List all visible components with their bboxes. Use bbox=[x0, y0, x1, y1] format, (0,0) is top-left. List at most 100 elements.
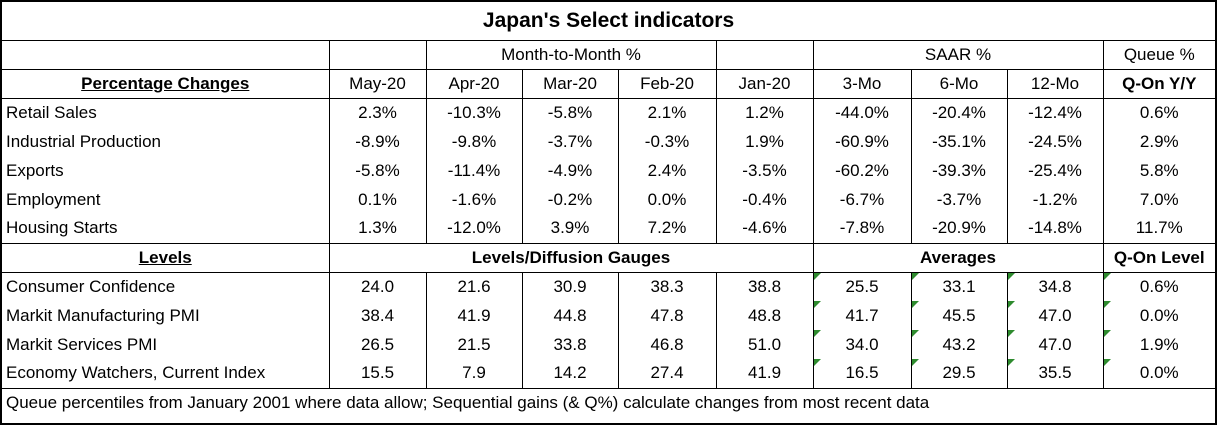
data-row: Retail Sales 2.3% -10.3% -5.8% 2.1% 1.2% -44.0… bbox=[2, 98, 1216, 127]
value-cell: 2.1% bbox=[617, 98, 716, 127]
value-cell: -3.5% bbox=[715, 156, 813, 185]
value-cell: -24.5% bbox=[1006, 127, 1103, 156]
value-cell: 43.2 bbox=[910, 330, 1007, 359]
value-cell: 35.5 bbox=[1006, 359, 1103, 388]
value-cell: -60.2% bbox=[812, 156, 911, 185]
value-cell: -12.4% bbox=[1006, 98, 1103, 127]
value-cell: 16.5 bbox=[812, 359, 911, 388]
comment-marker bbox=[912, 330, 919, 337]
value-cell: 7.9 bbox=[425, 359, 522, 388]
row-label: Exports bbox=[6, 160, 64, 180]
levels-header-row: Levels Levels/Diffusion Gauges Averages Q-O… bbox=[2, 242, 1216, 273]
value-cell: -6.7% bbox=[812, 185, 911, 214]
comment-marker bbox=[1104, 301, 1111, 308]
value-cell: -1.2% bbox=[1006, 185, 1103, 214]
value-cell: -39.3% bbox=[910, 156, 1007, 185]
row-label: Economy Watchers, Current Index bbox=[6, 363, 266, 383]
value-cell: 25.5 bbox=[812, 272, 911, 301]
comment-marker bbox=[912, 272, 919, 280]
value-cell: -5.8% bbox=[521, 98, 618, 127]
value-cell: 44.8 bbox=[521, 301, 618, 330]
value-cell: 1.9% bbox=[1102, 330, 1216, 359]
value-cell: 51.0 bbox=[715, 330, 813, 359]
value-cell: -7.8% bbox=[812, 214, 911, 243]
value-cell: -9.8% bbox=[425, 127, 522, 156]
value-cell: -10.3% bbox=[425, 98, 522, 127]
value-cell: -3.7% bbox=[521, 127, 618, 156]
averages-header: Averages bbox=[812, 242, 1103, 273]
column-header: 12-Mo bbox=[1006, 69, 1103, 99]
value-cell: 34.8 bbox=[1006, 272, 1103, 301]
value-cell: -0.2% bbox=[521, 185, 618, 214]
value-cell: -20.4% bbox=[910, 98, 1007, 127]
value-cell: 5.8% bbox=[1102, 156, 1216, 185]
row-label: Housing Starts bbox=[6, 218, 118, 238]
indicator-table: Japan's Select indicators Month-to-Month… bbox=[2, 2, 1216, 418]
column-header: May-20 bbox=[328, 69, 426, 99]
value-cell: 38.4 bbox=[328, 301, 426, 330]
value-cell: 0.0% bbox=[617, 185, 716, 214]
value-cell: 21.6 bbox=[425, 272, 522, 301]
value-cell: -44.0% bbox=[812, 98, 911, 127]
row-label: Markit Services PMI bbox=[6, 334, 158, 354]
value-cell: -8.9% bbox=[328, 127, 426, 156]
value-cell: -60.9% bbox=[812, 127, 911, 156]
value-cell: 34.0 bbox=[812, 330, 911, 359]
value-cell: 21.5 bbox=[425, 330, 522, 359]
data-row: Housing Starts 1.3% -12.0% 3.9% 7.2% -4.6% -7.… bbox=[2, 214, 1216, 243]
value-cell: 33.1 bbox=[910, 272, 1007, 301]
comment-marker bbox=[814, 301, 821, 308]
header-label: Percentage Changes bbox=[2, 69, 329, 99]
levels-row: Markit Services PMI 26.5 21.5 33.8 46.8 51.0 3… bbox=[2, 330, 1216, 359]
value-cell: 3.9% bbox=[521, 214, 618, 243]
value-cell: -11.4% bbox=[425, 156, 522, 185]
levels-label: Levels bbox=[2, 242, 329, 273]
table-body: Japan's Select indicators Month-to-Month… bbox=[2, 2, 1216, 418]
value-cell: 27.4 bbox=[617, 359, 716, 388]
empty-cell bbox=[328, 40, 426, 70]
value-cell: 11.7% bbox=[1102, 214, 1216, 243]
value-cell: 2.4% bbox=[617, 156, 716, 185]
levels-row: Markit Manufacturing PMI 38.4 41.9 44.8 47.8… bbox=[2, 301, 1216, 330]
data-row: Exports -5.8% -11.4% -4.9% 2.4% -3.5% -60.2% -3… bbox=[2, 156, 1216, 185]
row-label: Employment bbox=[6, 189, 101, 209]
comment-marker bbox=[1104, 330, 1111, 337]
value-cell: -25.4% bbox=[1006, 156, 1103, 185]
comment-marker bbox=[1008, 359, 1015, 366]
title-row: Japan's Select indicators bbox=[2, 2, 1216, 41]
value-cell: 0.6% bbox=[1102, 272, 1216, 301]
value-cell: 0.6% bbox=[1102, 98, 1216, 127]
comment-marker bbox=[912, 359, 919, 366]
comment-marker bbox=[1008, 272, 1015, 280]
comment-marker bbox=[814, 272, 821, 280]
queue-header: Q-On Level bbox=[1102, 242, 1216, 273]
data-row: Industrial Production -8.9% -9.8% -3.7% -0.3… bbox=[2, 127, 1216, 156]
value-cell: -4.6% bbox=[715, 214, 813, 243]
comment-marker bbox=[814, 330, 821, 337]
value-cell: 29.5 bbox=[910, 359, 1007, 388]
value-cell: 38.3 bbox=[617, 272, 716, 301]
title: Japan's Select indicators bbox=[2, 2, 1216, 41]
value-cell: 45.5 bbox=[910, 301, 1007, 330]
levels-row: Consumer Confidence 24.0 21.6 30.9 38.3 38.8 2… bbox=[2, 272, 1216, 301]
value-cell: 1.2% bbox=[715, 98, 813, 127]
value-cell: -4.9% bbox=[521, 156, 618, 185]
comment-marker bbox=[814, 359, 821, 366]
value-cell: -12.0% bbox=[425, 214, 522, 243]
value-cell: 47.0 bbox=[1006, 301, 1103, 330]
levels-group-header: Levels/Diffusion Gauges bbox=[328, 242, 813, 273]
column-header: Q-On Y/Y bbox=[1102, 69, 1216, 99]
comment-marker bbox=[912, 301, 919, 308]
value-cell: 0.0% bbox=[1102, 359, 1216, 388]
column-header: Mar-20 bbox=[521, 69, 618, 99]
group-header: SAAR % bbox=[812, 40, 1103, 70]
value-cell: -0.4% bbox=[715, 185, 813, 214]
column-header: Apr-20 bbox=[425, 69, 522, 99]
value-cell: -5.8% bbox=[328, 156, 426, 185]
row-label: Industrial Production bbox=[6, 131, 161, 151]
group-row: Month-to-Month % SAAR % Queue % bbox=[2, 40, 1216, 70]
comment-marker bbox=[1104, 272, 1111, 280]
column-header: Jan-20 bbox=[715, 69, 813, 99]
value-cell: 7.2% bbox=[617, 214, 716, 243]
